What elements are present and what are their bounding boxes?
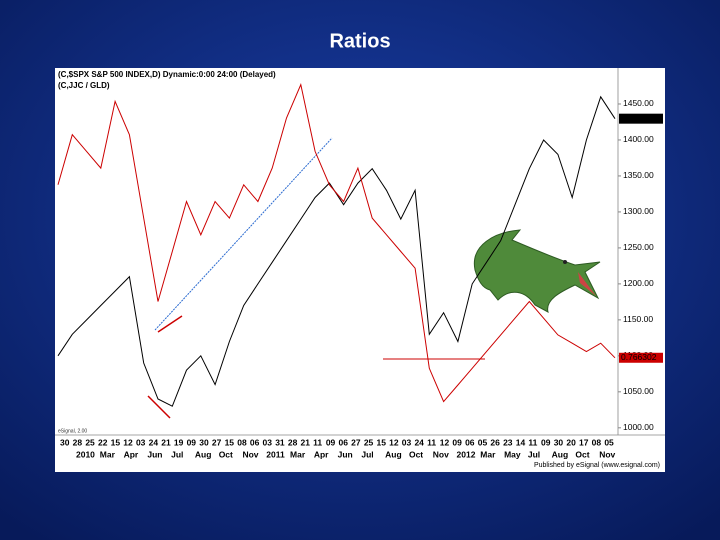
x-month-label: Oct <box>409 449 423 459</box>
x-day-label: 22 <box>98 437 108 447</box>
y-tick-label: 1350.00 <box>623 170 654 180</box>
x-day-label: 09 <box>452 437 462 447</box>
x-day-label: 03 <box>136 437 146 447</box>
x-day-label: 09 <box>326 437 336 447</box>
x-month-label: 2012 <box>457 449 476 459</box>
x-day-label: 28 <box>288 437 298 447</box>
x-month-label: Jun <box>338 449 353 459</box>
x-month-label: Apr <box>124 449 139 459</box>
last-value-label: 1429.58 <box>621 113 652 123</box>
x-day-label: 21 <box>301 437 311 447</box>
x-day-label: 06 <box>465 437 475 447</box>
x-month-label: Jul <box>528 449 540 459</box>
slide-title: Ratios <box>329 30 390 52</box>
x-month-label: Mar <box>480 449 496 459</box>
y-tick-label: 1400.00 <box>623 134 654 144</box>
x-month-label: Jun <box>147 449 162 459</box>
x-day-label: 17 <box>579 437 589 447</box>
x-day-label: 06 <box>250 437 260 447</box>
x-month-label: 2010 <box>76 449 95 459</box>
x-day-label: 12 <box>123 437 133 447</box>
x-day-label: 30 <box>199 437 209 447</box>
x-day-label: 11 <box>528 437 537 447</box>
x-day-label: 08 <box>592 437 602 447</box>
x-day-label: 03 <box>263 437 273 447</box>
x-day-label: 25 <box>85 437 95 447</box>
x-month-label: Aug <box>385 449 402 459</box>
x-month-label: Jul <box>171 449 183 459</box>
watermark: eSignal, 2.00 <box>58 428 87 434</box>
x-day-label: 12 <box>389 437 399 447</box>
y-tick-label: 1050.00 <box>623 386 654 396</box>
x-day-label: 11 <box>427 437 436 447</box>
x-month-label: Nov <box>599 449 615 459</box>
x-month-label: Jul <box>361 449 373 459</box>
last-value-box <box>619 352 663 363</box>
x-day-label: 11 <box>313 437 322 447</box>
x-day-label: 27 <box>212 437 222 447</box>
x-day-label: 24 <box>149 437 159 447</box>
x-month-label: Oct <box>219 449 233 459</box>
x-month-label: Aug <box>552 449 569 459</box>
x-day-label: 09 <box>541 437 551 447</box>
x-day-label: 30 <box>60 437 70 447</box>
x-day-label: 12 <box>440 437 450 447</box>
x-month-label: Aug <box>195 449 212 459</box>
x-month-label: Nov <box>242 449 258 459</box>
x-day-label: 14 <box>516 437 526 447</box>
x-day-label: 05 <box>604 437 614 447</box>
y-tick-label: 1300.00 <box>623 206 654 216</box>
series-line <box>57 83 616 403</box>
x-day-label: 15 <box>111 437 121 447</box>
footer: Published by eSignal (www.esignal.com) <box>534 462 660 469</box>
last-value-box <box>619 113 663 124</box>
x-month-label: May <box>504 449 521 459</box>
x-day-label: 15 <box>225 437 235 447</box>
x-day-label: 21 <box>161 437 171 447</box>
x-day-label: 23 <box>503 437 513 447</box>
x-month-label: Oct <box>575 449 589 459</box>
x-day-label: 15 <box>376 437 386 447</box>
x-day-label: 09 <box>187 437 197 447</box>
y-tick-label: 1250.00 <box>623 242 654 252</box>
x-day-label: 06 <box>339 437 349 447</box>
trend-line <box>154 137 333 331</box>
x-month-label: Mar <box>100 449 116 459</box>
x-day-label: 19 <box>174 437 184 447</box>
y-tick-label: 1000.00 <box>623 422 654 432</box>
x-month-label: Apr <box>314 449 329 459</box>
x-day-label: 20 <box>566 437 576 447</box>
chart-header: (C,JJC / GLD) <box>58 81 110 90</box>
x-day-label: 03 <box>402 437 412 447</box>
x-month-label: 2011 <box>266 449 285 459</box>
x-day-label: 26 <box>490 437 500 447</box>
x-day-label: 31 <box>275 437 285 447</box>
chart-header: (C,$SPX S&P 500 INDEX,D) Dynamic:0:00 24… <box>58 70 276 79</box>
x-day-label: 08 <box>237 437 247 447</box>
x-day-label: 05 <box>478 437 488 447</box>
x-day-label: 25 <box>364 437 374 447</box>
annotation-line <box>147 395 171 419</box>
y-tick-label: 1450.00 <box>623 98 654 108</box>
y-tick-label: 1200.00 <box>623 278 654 288</box>
x-day-label: 28 <box>73 437 83 447</box>
x-day-label: 30 <box>554 437 564 447</box>
annotation-line <box>157 315 183 333</box>
x-day-label: 27 <box>351 437 361 447</box>
y-tick-label: 1150.00 <box>623 314 653 324</box>
x-month-label: Nov <box>433 449 449 459</box>
x-day-label: 24 <box>414 437 424 447</box>
alligator <box>473 229 601 313</box>
x-month-label: Mar <box>290 449 306 459</box>
last-value-label: 0.766302 <box>621 352 657 362</box>
